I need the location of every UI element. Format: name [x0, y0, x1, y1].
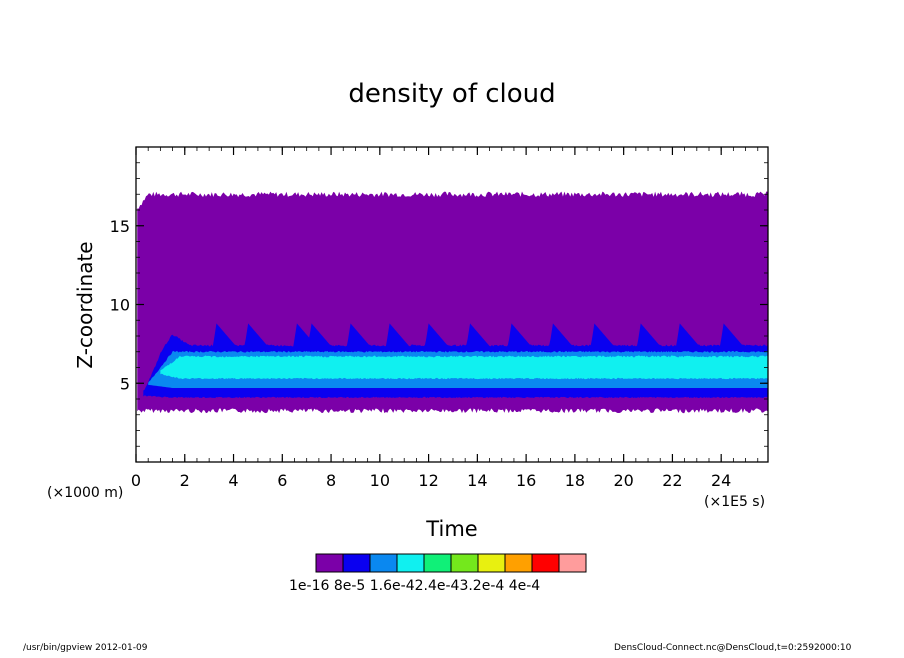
- legend-swatch: [531, 553, 560, 573]
- x-tick-label: 24: [711, 471, 731, 490]
- legend-swatch: [396, 553, 425, 573]
- plot-area: [137, 191, 768, 414]
- legend-swatch: [342, 553, 371, 573]
- x-tick-label: 18: [565, 471, 585, 490]
- x-tick-label: 12: [418, 471, 438, 490]
- y-axis-ticks: 5 10 15: [110, 162, 768, 447]
- legend-labels: 1e-16 8e-5 1.6e-42.4e-43.2e-4 4e-4: [289, 578, 540, 594]
- legend-swatch: [369, 553, 398, 573]
- x-axis-ticks: 0 2 4 6 8 10 12 14 16 18 20 22 24: [131, 147, 759, 490]
- x-tick-label: 22: [662, 471, 682, 490]
- y-tick-label: 10: [110, 296, 130, 315]
- legend-swatch: [450, 553, 479, 573]
- x-tick-label: 0: [131, 471, 141, 490]
- x-tick-label: 8: [326, 471, 336, 490]
- y-axis-unit: (×1000 m): [47, 485, 123, 501]
- x-tick-label: 20: [613, 471, 633, 490]
- x-tick-label: 16: [516, 471, 536, 490]
- x-axis-label: Time: [425, 517, 477, 541]
- x-tick-label: 6: [277, 471, 287, 490]
- legend-swatch: [423, 553, 452, 573]
- x-tick-label: 4: [228, 471, 238, 490]
- legend-swatch: [504, 553, 533, 573]
- color-legend: [315, 553, 587, 573]
- x-tick-label: 14: [467, 471, 487, 490]
- x-axis-unit: (×1E5 s): [704, 494, 765, 510]
- footer-right: DensCloud-Connect.nc@DensCloud,t=0:25920…: [614, 643, 852, 653]
- footer-left: /usr/bin/gpview 2012-01-09: [23, 643, 148, 653]
- x-tick-label: 10: [370, 471, 390, 490]
- y-axis-label: Z-coordinate: [73, 241, 97, 368]
- chart-title: density of cloud: [348, 79, 555, 109]
- legend-swatch: [558, 553, 587, 573]
- legend-swatch: [477, 553, 506, 573]
- region-level-4: [160, 355, 768, 380]
- legend-swatch: [315, 553, 344, 573]
- x-tick-label: 2: [180, 471, 190, 490]
- y-tick-label: 15: [110, 217, 130, 236]
- y-tick-label: 5: [120, 374, 130, 393]
